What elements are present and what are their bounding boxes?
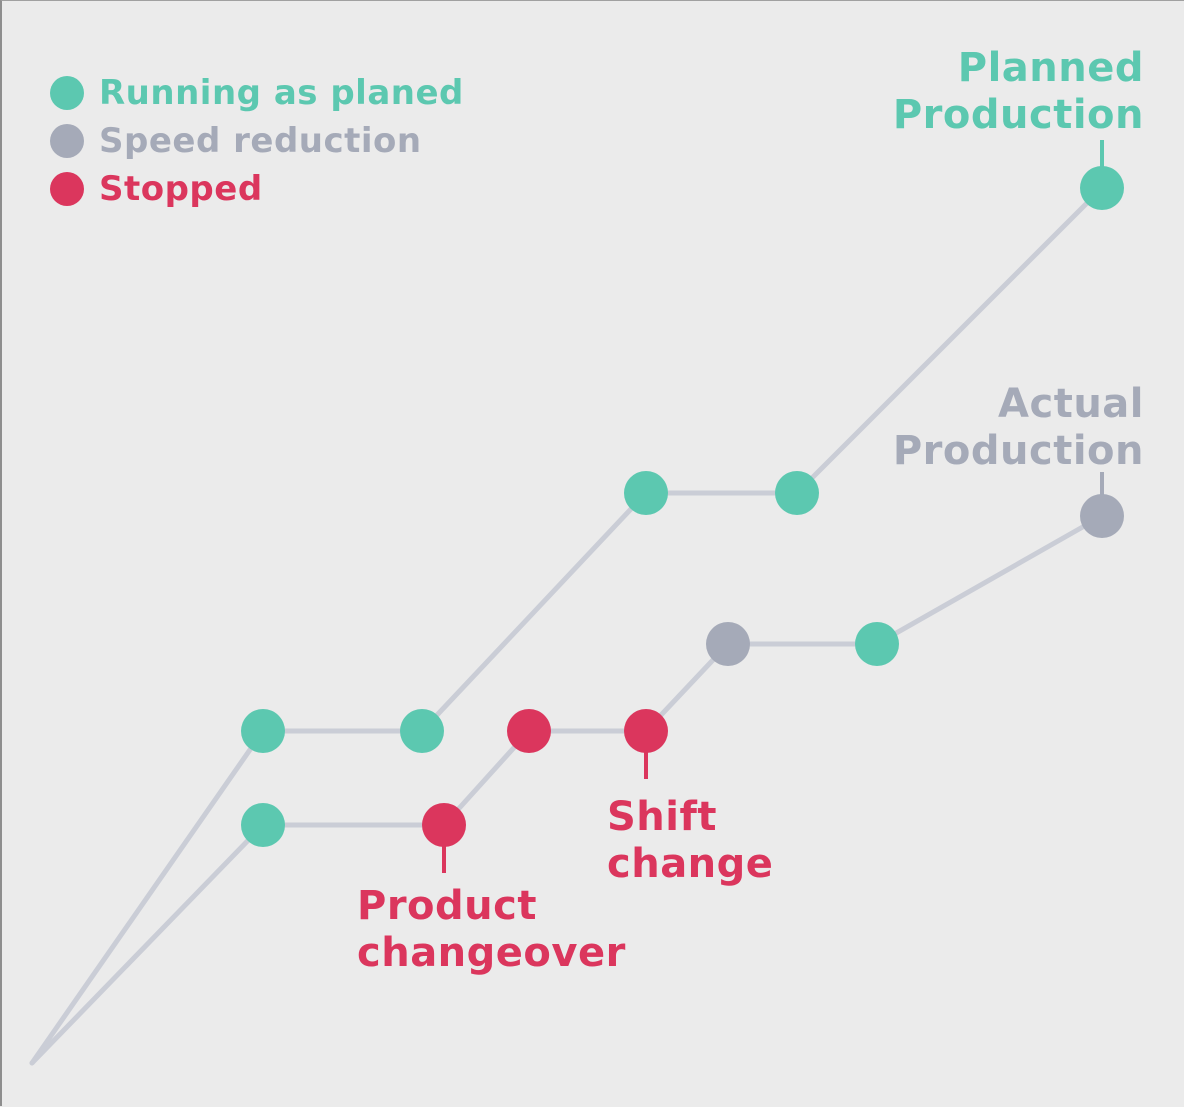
series-line	[29, 185, 1105, 1066]
planned-production-label: Planned Production	[893, 45, 1144, 139]
running-dot-icon	[50, 76, 84, 110]
data-point-running	[775, 471, 819, 515]
product-changeover-label: Product changeover	[357, 883, 626, 977]
data-point-running	[241, 803, 285, 847]
data-point-running	[1080, 166, 1124, 210]
data-point-stopped	[507, 709, 551, 753]
data-point-running	[241, 709, 285, 753]
label-line: changeover	[357, 930, 626, 976]
shift-change-label: Shift change	[607, 794, 773, 888]
data-point-running	[855, 622, 899, 666]
label-line: Production	[892, 428, 1144, 474]
stopped-dot-icon	[50, 172, 84, 206]
data-point-running	[400, 709, 444, 753]
data-point-running	[624, 471, 668, 515]
legend-item-stopped: Stopped	[50, 165, 464, 213]
speed-reduction-dot-icon	[50, 124, 84, 158]
actual-production-label: Actual Production	[893, 381, 1144, 475]
legend-label: Speed reduction	[99, 121, 422, 161]
legend-item-running: Running as planed	[50, 69, 464, 117]
label-line: Actual	[998, 381, 1144, 427]
data-point-stopped	[624, 709, 668, 753]
label-line: Product	[357, 883, 537, 929]
series-line	[29, 513, 1105, 1066]
legend-item-speed-reduction: Speed reduction	[50, 117, 464, 165]
label-line: Production	[892, 92, 1144, 138]
label-line: change	[607, 841, 774, 887]
legend: Running as planed Speed reduction Stoppe…	[50, 69, 464, 213]
label-line: Planned	[957, 45, 1144, 91]
data-point-speed-reduction	[706, 622, 750, 666]
legend-label: Stopped	[99, 169, 263, 209]
data-point-stopped	[422, 803, 466, 847]
label-line: Shift	[607, 794, 718, 840]
legend-label: Running as planed	[99, 73, 464, 113]
data-point-speed-reduction	[1080, 494, 1124, 538]
